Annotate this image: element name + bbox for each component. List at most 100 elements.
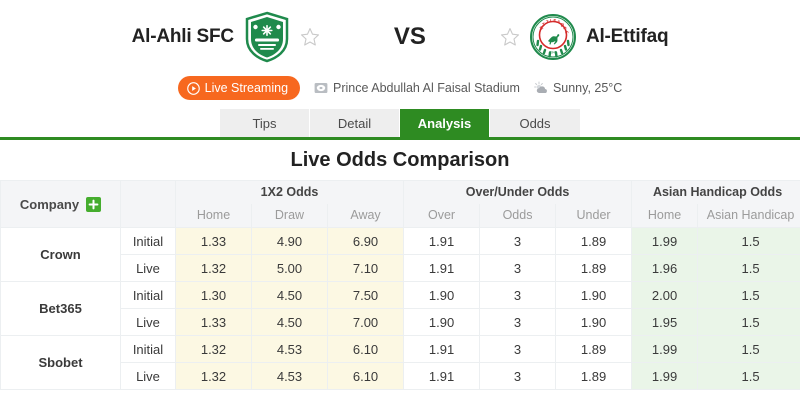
tab-analysis[interactable]: Analysis: [400, 109, 490, 137]
away-team-name: Al-Ettifaq: [585, 26, 669, 47]
cell-ou-odds[interactable]: 3: [479, 281, 557, 309]
cell-ou-over[interactable]: 1.90: [403, 308, 481, 336]
cell-1x2-draw[interactable]: 4.90: [251, 227, 328, 255]
cell-ah-line[interactable]: 1.5: [697, 281, 800, 309]
odds-type: Live: [120, 308, 176, 336]
cell-ou-under[interactable]: 1.90: [555, 308, 633, 336]
cell-ah-line[interactable]: 1.5: [697, 362, 800, 390]
table-row[interactable]: Crown Initial 1.33 4.90 6.90 1.91 3 1.89…: [0, 227, 800, 282]
cell-ou-under[interactable]: 1.89: [555, 335, 633, 363]
svg-text:1945: 1945: [549, 51, 556, 55]
svg-text:F: F: [553, 18, 557, 23]
cell-ou-odds[interactable]: 3: [479, 308, 557, 336]
stadium-name: Prince Abdullah Al Faisal Stadium: [333, 81, 520, 95]
subheader-1x2-away: Away: [326, 203, 405, 228]
match-header: Al-Ahli SFC: [0, 0, 800, 140]
cell-ah-line[interactable]: 1.5: [697, 254, 800, 282]
cell-1x2-home[interactable]: 1.32: [175, 254, 252, 282]
cell-1x2-away[interactable]: 6.10: [326, 335, 405, 363]
cell-1x2-home[interactable]: 1.30: [175, 281, 252, 309]
cell-ou-under[interactable]: 1.89: [555, 362, 633, 390]
cell-ou-odds[interactable]: 3: [479, 254, 557, 282]
table-row[interactable]: Sbobet Initial 1.32 4.53 6.10 1.91 3 1.8…: [0, 335, 800, 390]
tab-odds[interactable]: Odds: [490, 109, 580, 137]
cell-ou-odds[interactable]: 3: [479, 362, 557, 390]
tab-tips[interactable]: Tips: [220, 109, 310, 137]
company-name-crown[interactable]: Crown: [0, 227, 121, 282]
vs-label: VS: [393, 23, 426, 50]
cell-1x2-draw[interactable]: 4.53: [251, 335, 328, 363]
tab-detail[interactable]: Detail: [310, 109, 400, 137]
cell-1x2-draw[interactable]: 5.00: [251, 254, 328, 282]
cell-1x2-home[interactable]: 1.32: [175, 362, 252, 390]
cell-ou-over[interactable]: 1.91: [403, 227, 481, 255]
plus-icon: [88, 199, 99, 210]
cell-ou-under[interactable]: 1.90: [555, 281, 633, 309]
cell-ou-over[interactable]: 1.91: [403, 362, 481, 390]
cell-1x2-draw[interactable]: 4.50: [251, 281, 328, 309]
svg-text:Q: Q: [559, 22, 565, 28]
cell-ah-home[interactable]: 2.00: [631, 281, 699, 309]
cell-1x2-home[interactable]: 1.33: [175, 308, 252, 336]
table-row[interactable]: Live 1.33 4.50 7.00 1.90 3 1.90 1.95 1.5: [1, 308, 800, 336]
svg-text:T: T: [545, 19, 549, 25]
cell-ou-odds[interactable]: 3: [479, 227, 557, 255]
cell-ah-line[interactable]: 1.5: [697, 227, 800, 255]
subheader-1x2-home: Home: [175, 203, 252, 228]
cell-1x2-away[interactable]: 6.10: [326, 362, 405, 390]
teams-row: Al-Ahli SFC: [0, 0, 800, 68]
cell-1x2-away[interactable]: 7.50: [326, 281, 405, 309]
table-subheader-row: Home Draw Away Over Odds Under Home Asia…: [1, 203, 800, 228]
odds-type: Initial: [120, 227, 176, 255]
cell-ah-home[interactable]: 1.95: [631, 308, 699, 336]
cell-ah-line[interactable]: 1.5: [697, 335, 800, 363]
stadium-info: Prince Abdullah Al Faisal Stadium: [314, 81, 520, 95]
company-name-sbobet[interactable]: Sbobet: [0, 335, 121, 390]
cell-ah-home[interactable]: 1.99: [631, 335, 699, 363]
group-header-1x2-odds: 1X2 Odds: [174, 180, 405, 204]
svg-text:T: T: [541, 21, 546, 27]
odds-type-header-cell: [120, 180, 176, 228]
live-streaming-label: Live Streaming: [204, 80, 289, 95]
odds-type: Initial: [120, 335, 176, 363]
cell-ou-under[interactable]: 1.89: [555, 254, 633, 282]
away-team-block[interactable]: E T T I F A Q F C 1945 Al: [500, 11, 669, 63]
table-row[interactable]: Bet365 Initial 1.30 4.50 7.50 1.90 3 1.9…: [0, 281, 800, 336]
cell-1x2-draw[interactable]: 4.53: [251, 362, 328, 390]
add-company-button[interactable]: [86, 196, 102, 212]
weather-text: Sunny, 25°C: [552, 81, 623, 95]
table-row[interactable]: Live 1.32 4.53 6.10 1.91 3 1.89 1.99 1.5: [1, 362, 800, 390]
cell-1x2-home[interactable]: 1.32: [175, 335, 252, 363]
away-team-favorite-star-icon[interactable]: [500, 27, 520, 47]
cell-1x2-draw[interactable]: 4.50: [251, 308, 328, 336]
cell-ah-home[interactable]: 1.99: [631, 227, 699, 255]
cell-1x2-away[interactable]: 7.10: [326, 254, 405, 282]
al-ettifaq-crest-icon: E T T I F A Q F C 1945: [529, 11, 576, 63]
cell-ah-home[interactable]: 1.96: [631, 254, 699, 282]
svg-text:F: F: [562, 26, 568, 32]
home-team-name: Al-Ahli SFC: [131, 26, 234, 47]
cell-ou-odds[interactable]: 3: [479, 335, 557, 363]
table-row[interactable]: Live 1.32 5.00 7.10 1.91 3 1.89 1.96 1.5: [1, 254, 800, 282]
company-name-bet365[interactable]: Bet365: [0, 281, 121, 336]
cell-ou-over[interactable]: 1.90: [403, 281, 481, 309]
subheader-ou-odds: Odds: [479, 203, 557, 228]
odds-type: Live: [120, 254, 176, 282]
live-streaming-button[interactable]: Live Streaming: [177, 76, 301, 100]
svg-text:I: I: [550, 18, 552, 23]
cell-1x2-away[interactable]: 7.00: [326, 308, 405, 336]
group-header-over-under-odds: Over/Under Odds: [403, 180, 633, 204]
match-meta-row: Live Streaming Prince Abdullah Al Faisal…: [0, 76, 800, 100]
cell-ah-line[interactable]: 1.5: [697, 308, 800, 336]
cell-1x2-away[interactable]: 6.90: [326, 227, 405, 255]
cell-ou-over[interactable]: 1.91: [403, 254, 481, 282]
svg-text:E: E: [539, 25, 545, 31]
cell-1x2-home[interactable]: 1.33: [175, 227, 252, 255]
cell-ah-home[interactable]: 1.99: [631, 362, 699, 390]
home-team-favorite-star-icon[interactable]: [300, 27, 320, 47]
tab-bar: Tips Detail Analysis Odds: [0, 109, 800, 140]
cell-ou-over[interactable]: 1.91: [403, 335, 481, 363]
company-header-cell: Company: [0, 180, 121, 228]
home-team-block[interactable]: Al-Ahli SFC: [132, 11, 320, 63]
cell-ou-under[interactable]: 1.89: [555, 227, 633, 255]
